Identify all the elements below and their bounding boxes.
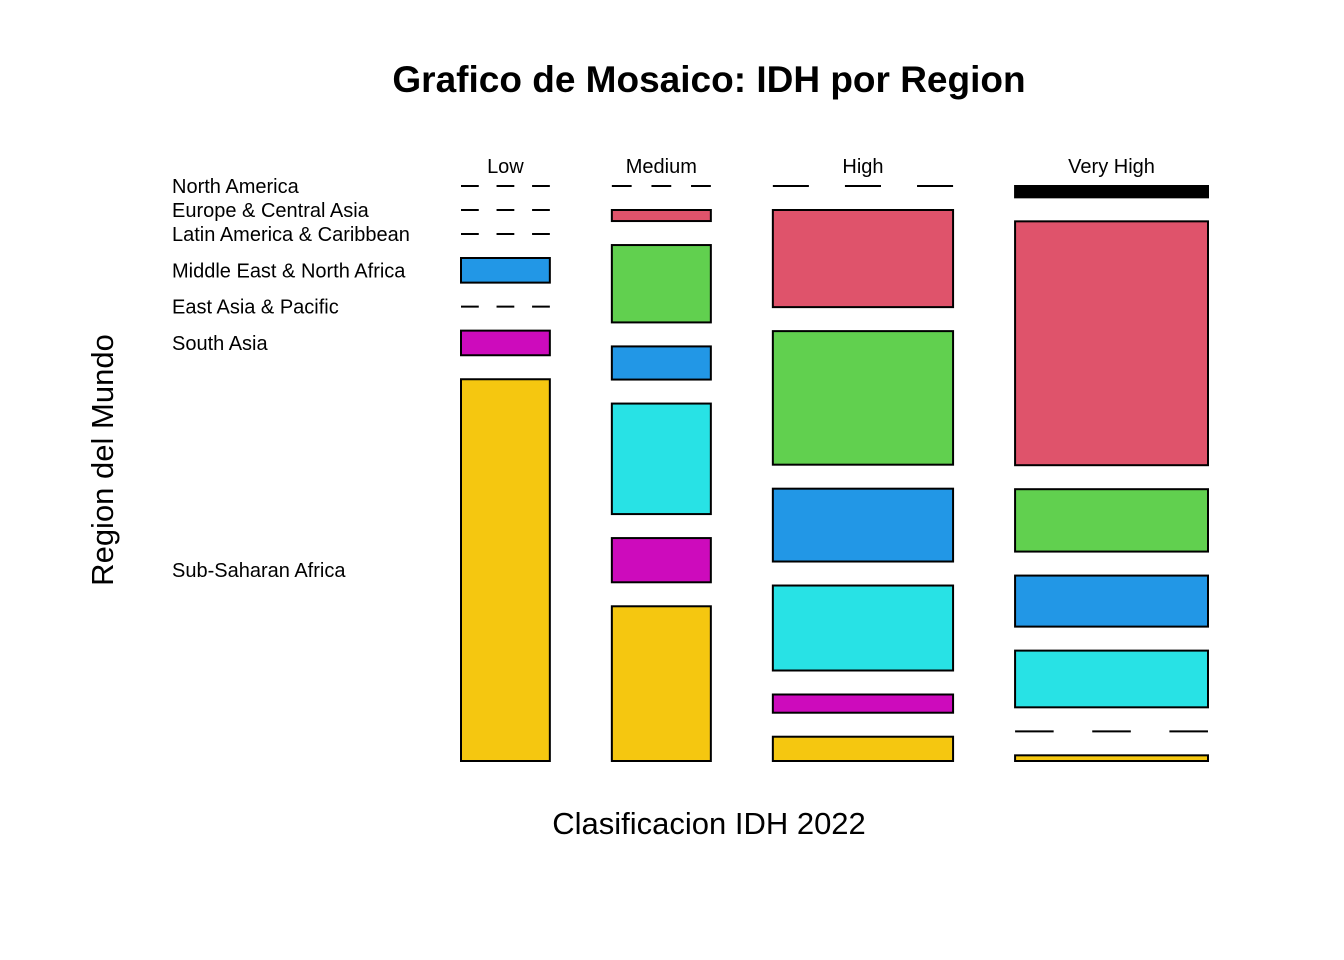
x-axis-title: Clasificacion IDH 2022 — [552, 806, 866, 841]
tile-high-latin-america-and-caribbean — [771, 330, 955, 466]
tile-very-high-europe-and-central-asia — [1014, 220, 1209, 467]
tile-high-middle-east-and-north-africa — [771, 487, 955, 563]
tile-high-sub-saharan-africa — [771, 735, 955, 763]
tile-very-high-north-america — [1014, 185, 1209, 199]
tile-high-south-asia — [771, 693, 955, 714]
tile-high-europe-and-central-asia — [771, 209, 955, 309]
tile-medium-middle-east-and-north-africa — [610, 345, 712, 381]
column-label-medium: Medium — [626, 156, 697, 178]
tile-very-high-middle-east-and-north-africa — [1014, 574, 1209, 628]
tile-medium-east-asia-and-pacific — [610, 402, 712, 516]
row-label-sub-saharan-africa: Sub-Saharan Africa — [172, 560, 346, 582]
column-label-low: Low — [487, 156, 524, 178]
tile-high-east-asia-and-pacific — [771, 584, 955, 672]
row-label-latin-america-and-caribbean: Latin America & Caribbean — [172, 224, 410, 246]
column-label-high: High — [842, 156, 883, 178]
row-label-south-asia: South Asia — [172, 333, 269, 355]
y-axis-title: Region del Mundo — [85, 334, 120, 586]
tile-medium-latin-america-and-caribbean — [610, 244, 712, 324]
column-labels: Low Medium High Very High — [487, 156, 1155, 178]
tile-very-high-east-asia-and-pacific — [1014, 649, 1209, 709]
row-label-east-asia-and-pacific: East Asia & Pacific — [172, 297, 339, 319]
tile-medium-europe-and-central-asia — [610, 209, 712, 223]
row-label-europe-and-central-asia: Europe & Central Asia — [172, 200, 370, 222]
tile-very-high-sub-saharan-africa — [1014, 754, 1209, 762]
tile-medium-sub-saharan-africa — [610, 605, 712, 762]
column-label-very-high: Very High — [1068, 156, 1155, 178]
tile-low-south-asia — [460, 329, 551, 357]
mosaic-tiles — [460, 185, 1209, 763]
chart-title: Grafico de Mosaico: IDH por Region — [392, 59, 1025, 100]
tile-medium-south-asia — [610, 537, 712, 584]
tile-very-high-latin-america-and-caribbean — [1014, 488, 1209, 553]
tile-low-sub-saharan-africa — [460, 378, 551, 762]
row-label-north-america: North America — [172, 176, 300, 198]
tile-low-middle-east-and-north-africa — [460, 257, 551, 284]
row-label-middle-east-and-north-africa: Middle East & North Africa — [172, 260, 406, 282]
